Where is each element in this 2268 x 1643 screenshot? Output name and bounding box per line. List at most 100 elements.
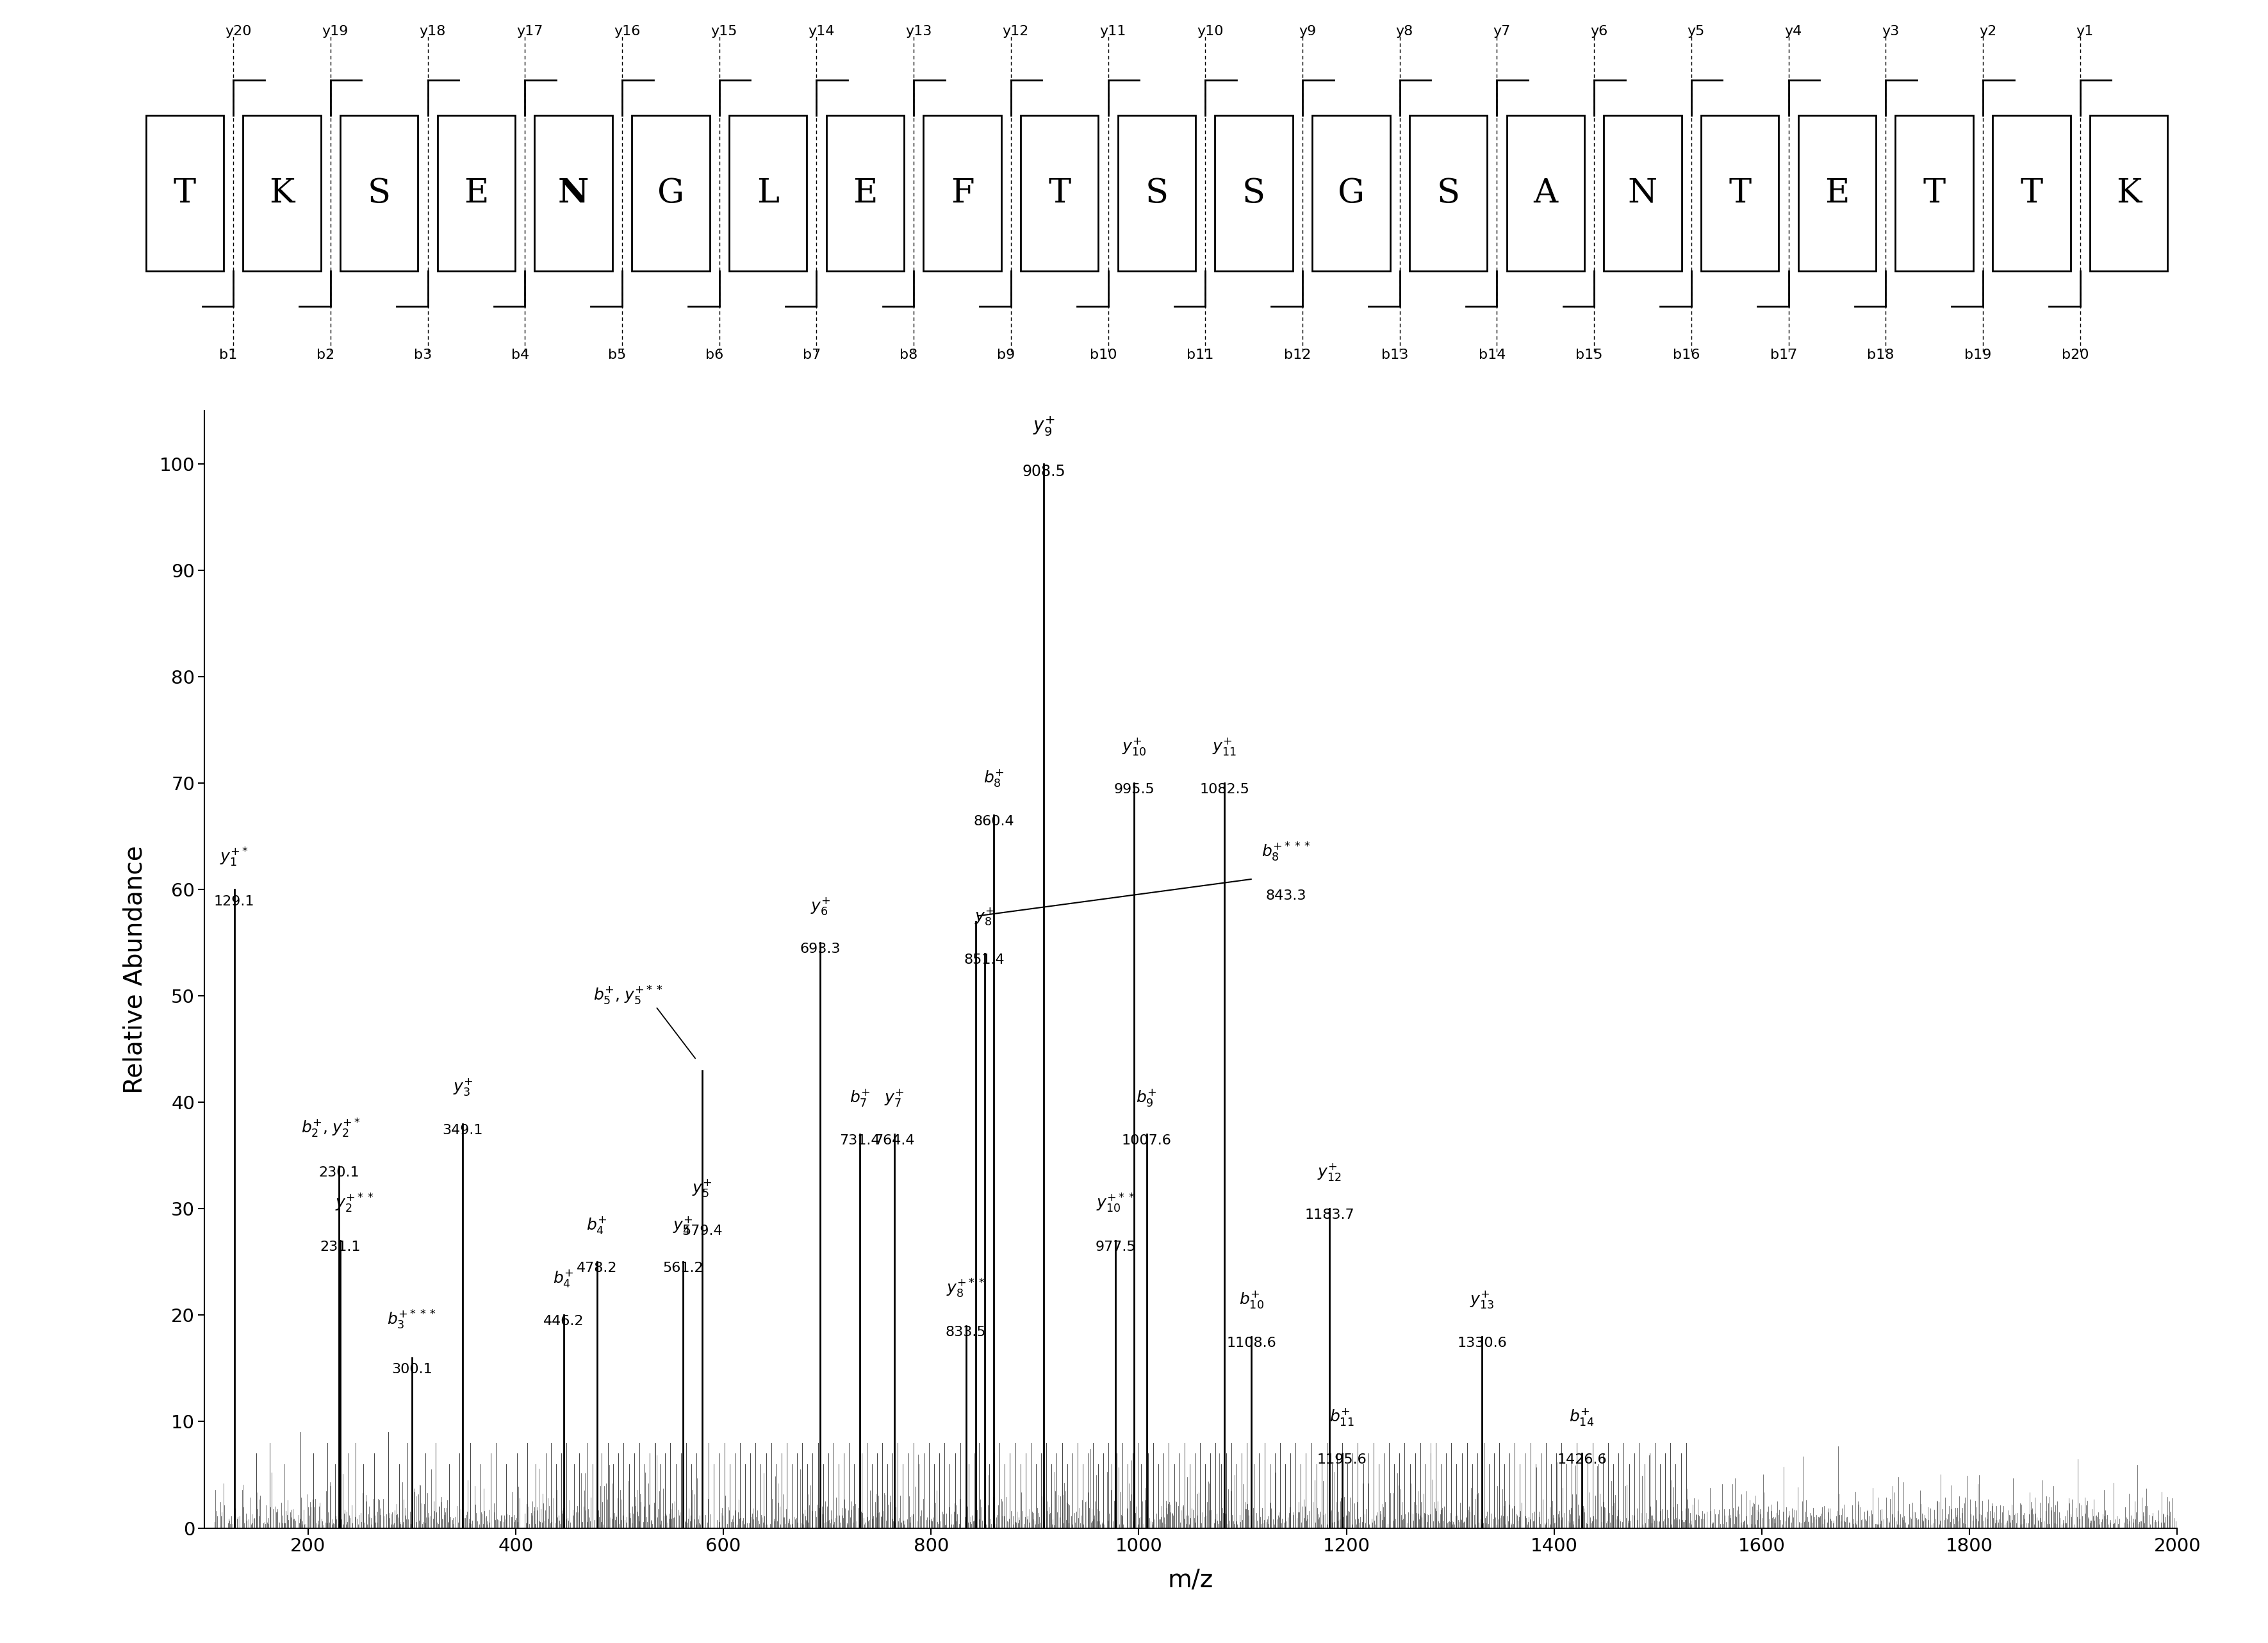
Bar <box>1506 115 1585 271</box>
Text: b15: b15 <box>1576 348 1603 361</box>
Text: 231.1: 231.1 <box>320 1240 361 1254</box>
Text: $y_{13}^{+}$: $y_{13}^{+}$ <box>1470 1290 1495 1309</box>
Bar <box>923 115 1000 271</box>
Bar <box>1603 115 1681 271</box>
Y-axis label: Relative Abundance: Relative Abundance <box>122 845 147 1094</box>
Text: $b_{14}^{+}$: $b_{14}^{+}$ <box>1569 1406 1594 1426</box>
Text: 561.2: 561.2 <box>662 1262 703 1275</box>
Text: 995.5: 995.5 <box>1114 784 1154 795</box>
Text: b16: b16 <box>1674 348 1701 361</box>
Text: b4: b4 <box>510 348 528 361</box>
Text: $y_{11}^{+}$: $y_{11}^{+}$ <box>1213 736 1236 756</box>
Text: b20: b20 <box>2062 348 2089 361</box>
Text: 977.5: 977.5 <box>1095 1240 1136 1254</box>
Bar <box>438 115 515 271</box>
Bar <box>2089 115 2168 271</box>
Text: $y_{10}^{+}$: $y_{10}^{+}$ <box>1123 736 1145 756</box>
Text: b1: b1 <box>220 348 238 361</box>
Text: $b_9^{+}$: $b_9^{+}$ <box>1136 1088 1157 1107</box>
Text: 693.3: 693.3 <box>801 943 841 956</box>
Text: 478.2: 478.2 <box>576 1262 617 1275</box>
Bar <box>243 115 320 271</box>
Text: $y_{12}^{+}$: $y_{12}^{+}$ <box>1318 1162 1343 1183</box>
Text: $y_5^{+}$: $y_5^{+}$ <box>692 1178 712 1198</box>
Text: 129.1: 129.1 <box>213 895 254 907</box>
Text: b6: b6 <box>705 348 723 361</box>
Text: 1108.6: 1108.6 <box>1227 1336 1277 1349</box>
Text: 1082.5: 1082.5 <box>1200 784 1250 795</box>
Text: y20: y20 <box>225 25 252 38</box>
Text: $y_9^{+}$: $y_9^{+}$ <box>1032 414 1055 437</box>
Text: 579.4: 579.4 <box>683 1224 723 1237</box>
Text: $y_3^{+}$: $y_3^{+}$ <box>454 1076 474 1098</box>
Text: b8: b8 <box>900 348 919 361</box>
Text: G: G <box>1338 177 1365 209</box>
Text: y16: y16 <box>615 25 640 38</box>
Text: y17: y17 <box>517 25 542 38</box>
Bar <box>633 115 710 271</box>
Text: y3: y3 <box>1882 25 1898 38</box>
Text: $b_{10}^{+}$: $b_{10}^{+}$ <box>1238 1290 1263 1309</box>
Text: A: A <box>1533 177 1558 209</box>
Text: b18: b18 <box>1867 348 1894 361</box>
Text: $b_8^{+}$: $b_8^{+}$ <box>984 767 1005 789</box>
Text: $y_4^{+}$: $y_4^{+}$ <box>674 1214 694 1236</box>
Text: E: E <box>1826 177 1848 209</box>
Text: T: T <box>172 177 195 209</box>
Bar <box>1118 115 1195 271</box>
Text: 349.1: 349.1 <box>442 1124 483 1137</box>
Text: b11: b11 <box>1186 348 1213 361</box>
Text: E: E <box>853 177 878 209</box>
Text: $y_8^{+}$: $y_8^{+}$ <box>975 907 996 927</box>
Text: 851.4: 851.4 <box>964 953 1005 966</box>
Text: $b_{11}^{+}$: $b_{11}^{+}$ <box>1329 1406 1354 1426</box>
Text: b5: b5 <box>608 348 626 361</box>
Text: 300.1: 300.1 <box>392 1364 433 1375</box>
Text: y12: y12 <box>1002 25 1030 38</box>
Text: y14: y14 <box>807 25 835 38</box>
Text: T: T <box>1048 177 1070 209</box>
Text: b7: b7 <box>803 348 821 361</box>
Text: y11: y11 <box>1100 25 1127 38</box>
Text: y19: y19 <box>322 25 349 38</box>
Text: $b_5^{+}$, $y_5^{+**}$: $b_5^{+}$, $y_5^{+**}$ <box>592 984 662 1007</box>
Text: 764.4: 764.4 <box>873 1134 914 1147</box>
Text: $b_4^{+}$: $b_4^{+}$ <box>587 1214 608 1236</box>
Text: S: S <box>367 177 390 209</box>
Text: b17: b17 <box>1769 348 1796 361</box>
Text: F: F <box>950 177 973 209</box>
Text: $y_{10}^{+**}$: $y_{10}^{+**}$ <box>1095 1193 1134 1214</box>
Text: y10: y10 <box>1198 25 1222 38</box>
Text: y1: y1 <box>2075 25 2093 38</box>
Text: N: N <box>558 177 590 209</box>
Text: $b_7^{+}$: $b_7^{+}$ <box>850 1088 871 1107</box>
Text: N: N <box>1628 177 1658 209</box>
Text: 860.4: 860.4 <box>973 815 1014 828</box>
Bar <box>1408 115 1488 271</box>
Text: $y_8^{+**}$: $y_8^{+**}$ <box>946 1277 984 1300</box>
Text: $b_2^{+}$, $y_2^{+*}$: $b_2^{+}$, $y_2^{+*}$ <box>302 1117 361 1140</box>
Text: 843.3: 843.3 <box>1266 889 1306 902</box>
Text: S: S <box>1243 177 1266 209</box>
Text: b14: b14 <box>1479 348 1506 361</box>
Bar <box>535 115 612 271</box>
Text: b2: b2 <box>318 348 336 361</box>
Text: b3: b3 <box>413 348 431 361</box>
Bar <box>1701 115 1778 271</box>
Text: y18: y18 <box>420 25 447 38</box>
Text: 731.4: 731.4 <box>839 1134 880 1147</box>
Text: y4: y4 <box>1785 25 1803 38</box>
Text: y7: y7 <box>1492 25 1510 38</box>
Text: y8: y8 <box>1395 25 1413 38</box>
Text: y13: y13 <box>905 25 932 38</box>
Text: b9: b9 <box>998 348 1016 361</box>
Text: S: S <box>1436 177 1461 209</box>
Text: 230.1: 230.1 <box>320 1167 361 1180</box>
Bar <box>728 115 807 271</box>
Bar <box>1216 115 1293 271</box>
Text: $y_7^{+}$: $y_7^{+}$ <box>885 1088 905 1107</box>
Text: L: L <box>758 177 780 209</box>
X-axis label: m/z: m/z <box>1168 1567 1213 1592</box>
Text: y5: y5 <box>1687 25 1706 38</box>
Text: $y_1^{+*}$: $y_1^{+*}$ <box>220 846 249 868</box>
